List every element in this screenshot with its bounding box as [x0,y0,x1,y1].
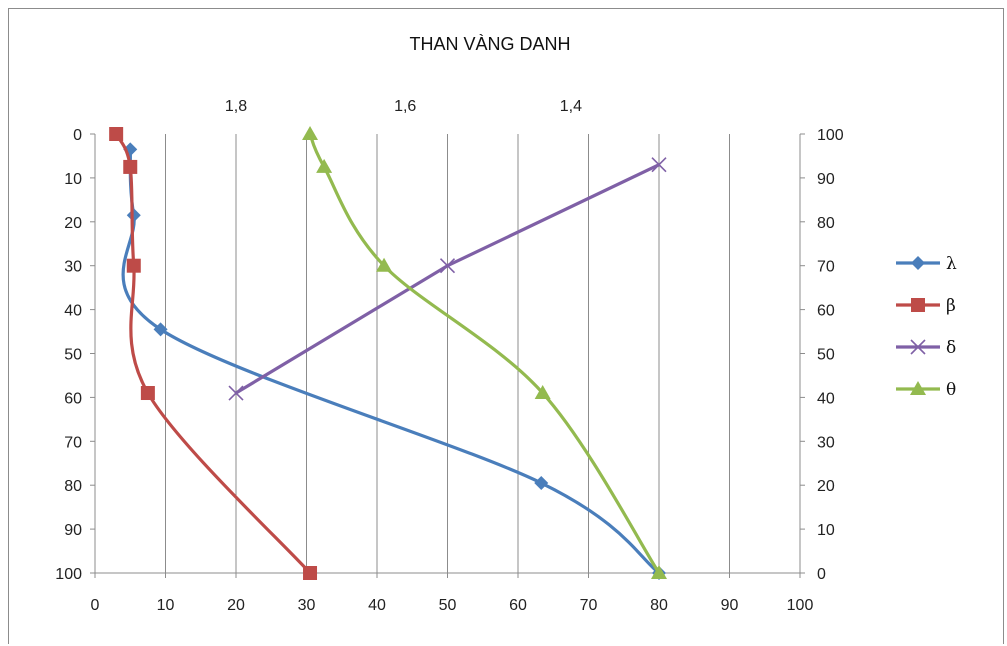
x-tick-label: 50 [439,597,457,614]
x-tick-label: 90 [721,597,739,614]
y-left-tick-label: 70 [64,434,82,451]
y-right-tick-label: 20 [817,478,835,495]
y-right-tick-label: 100 [817,127,844,144]
y-left-tick-label: 40 [64,303,82,320]
data-point-stroke [651,157,667,173]
y-right-tick-label: 70 [817,259,835,276]
y-right-tick-label: 80 [817,215,835,232]
chart-frame [8,8,1004,644]
y-left-tick-label: 80 [64,478,82,495]
series-2 [228,157,667,401]
legend-item: δ [896,338,956,358]
y-right-tick-label: 10 [817,522,835,539]
y-right-tick-label: 50 [817,347,835,364]
series-line [121,149,660,575]
x-tick-label: 80 [650,597,668,614]
data-point [651,157,667,173]
legend-marker-stroke [910,339,926,355]
data-point [126,258,141,273]
x-top-tick-label: 1,4 [560,98,582,115]
legend-marker [910,381,926,395]
x-tick-label: 100 [787,597,814,614]
data-point [109,127,124,141]
x-tick-label: 40 [368,597,386,614]
y-right-tick-label: 40 [817,390,835,407]
y-left-tick-label: 0 [73,127,82,144]
series-0 [121,142,666,580]
x-top-tick-label: 1,6 [394,98,416,115]
chart-title: THAN VÀNG DANH [409,34,570,54]
y-left-tick-label: 100 [55,566,82,583]
legend-label: θ [946,380,956,400]
data-point [439,258,456,274]
data-point [153,322,168,337]
legend-marker [911,256,925,270]
legend-label: λ [946,254,957,274]
x-tick-label: 20 [227,597,245,614]
x-tick-label: 70 [580,597,598,614]
data-point [534,385,551,400]
data-point [302,126,319,140]
y-left-tick-label: 10 [64,171,82,188]
series-1 [109,127,318,580]
x-tick-label: 30 [298,597,316,614]
y-left-tick-label: 90 [64,522,82,539]
data-point [228,385,244,401]
y-left-tick-label: 50 [64,347,82,364]
y-left-tick-label: 20 [64,215,82,232]
x-tick-label: 60 [509,597,527,614]
y-right-tick-label: 0 [817,566,826,583]
legend-label: δ [946,338,956,358]
data-point-stroke [439,258,456,274]
y-right-tick-label: 90 [817,171,835,188]
legend-item: λ [896,254,957,274]
data-point [376,257,393,272]
legend-item: θ [896,380,956,400]
data-point-stroke [228,385,244,401]
x-tick-label: 0 [91,597,100,614]
y-left-tick-label: 60 [64,390,82,407]
series-line [114,133,312,575]
data-point [651,565,667,579]
legend-item: β [896,296,956,316]
data-point [303,566,318,580]
y-right-tick-label: 30 [817,434,835,451]
data-point [140,386,155,401]
y-left-tick-label: 30 [64,259,82,276]
data-point [123,159,138,174]
data-point [316,158,333,173]
y-right-tick-label: 60 [817,303,835,320]
data-point [534,476,549,491]
series-3 [302,126,667,579]
legend-label: β [946,296,956,316]
legend-marker [911,298,925,312]
x-tick-label: 10 [157,597,175,614]
legend-marker [910,339,926,355]
series-line [308,133,661,574]
data-point [126,208,141,223]
x-top-tick-label: 1,8 [225,98,247,115]
